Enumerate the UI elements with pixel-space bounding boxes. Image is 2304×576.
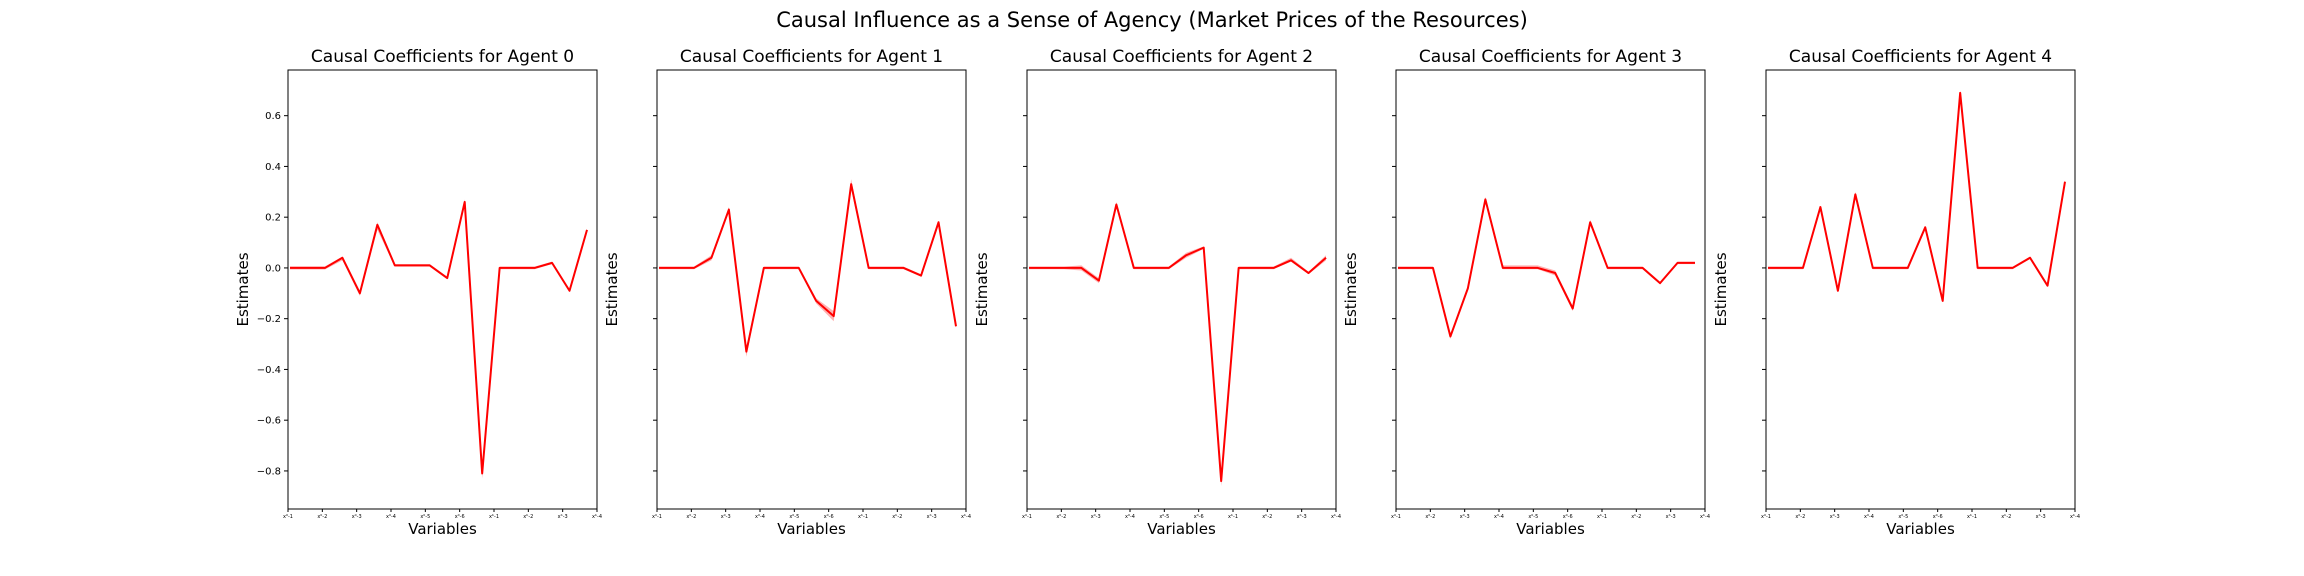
- y-tick-label: −0.4: [257, 365, 281, 376]
- x-tick-label: x⁰-1: [283, 514, 293, 520]
- series-line: [1398, 198, 1695, 338]
- x-tick-label: xᵇ-2: [2001, 514, 2011, 520]
- x-axis-label: Variables: [408, 520, 477, 538]
- x-tick-label: x⁰-4: [386, 514, 396, 520]
- x-tick-label: xᵇ-4: [1331, 514, 1341, 520]
- subplot-agent-1: Causal Coefficients for Agent 1 x⁰-1 x⁰-2 x…: [603, 47, 971, 538]
- y-axis-label: Estimates: [1342, 252, 1360, 326]
- x-tick-label: x⁰-2: [317, 514, 327, 520]
- subplot-grid: Causal Coefficients for Agent 0 0.6 0.4 0.2…: [234, 47, 2080, 538]
- subplot-agent-2: Causal Coefficients for Agent 2 x⁰-1 x⁰-2 x…: [973, 47, 1341, 538]
- subplot-agent-0: Causal Coefficients for Agent 0 0.6 0.4 0.2…: [234, 47, 602, 538]
- series-confidence-band: [659, 179, 956, 357]
- y-tick-label: −0.8: [257, 466, 281, 477]
- x-tick-label: x⁰-4: [1864, 514, 1874, 520]
- plot-frame: [1395, 69, 1706, 510]
- y-tick-label: −0.6: [257, 416, 281, 427]
- x-tick-label: x⁰-4: [755, 514, 765, 520]
- x-tick-label: x⁰-2: [1795, 514, 1805, 520]
- subplot-title: Causal Coefficients for Agent 3: [1419, 47, 1682, 67]
- y-tick-label: 0.2: [265, 213, 281, 224]
- x-tick-label: xᵇ-2: [1631, 514, 1641, 520]
- x-axis-label: Variables: [1147, 520, 1216, 538]
- x-tick-label: xᵇ-2: [1262, 514, 1272, 520]
- series-confidence-band: [1398, 196, 1695, 339]
- x-tick-label: x⁰-1: [1761, 514, 1771, 520]
- y-axis-label: Estimates: [1712, 252, 1730, 326]
- x-tick-label: x⁰-6: [824, 514, 834, 520]
- x-tick-label: x⁰-6: [1563, 514, 1573, 520]
- subplot-title: Causal Coefficients for Agent 0: [311, 47, 574, 67]
- x-tick-label: x⁰-1: [1391, 514, 1401, 520]
- plot-frame: [287, 69, 598, 510]
- x-tick-label: x⁰-1: [652, 514, 662, 520]
- x-tick-label: xᵇ-3: [2036, 514, 2046, 520]
- x-tick-label: x⁰-3: [1460, 514, 1470, 520]
- x-tick-label: xᵇ-3: [927, 514, 937, 520]
- x-tick-label: xᵇ-3: [1297, 514, 1307, 520]
- series-line: [659, 183, 957, 353]
- x-tick-label: x⁰-1: [1022, 514, 1032, 520]
- x-axis-label: Variables: [1886, 520, 1955, 538]
- x-tick-label: xᵇ-4: [961, 514, 971, 520]
- x-tick-label: x⁰-4: [1125, 514, 1135, 520]
- x-axis-label: Variables: [1516, 520, 1585, 538]
- x-tick-label: xᵇ-1: [1967, 514, 1977, 520]
- x-tick-label: x⁰-5: [1898, 514, 1908, 520]
- x-tick-label: x⁰-3: [1830, 514, 1840, 520]
- subplot-title: Causal Coefficients for Agent 4: [1789, 47, 2052, 67]
- x-tick-label: x⁰-3: [1091, 514, 1101, 520]
- x-tick-label: xᵇ-3: [1666, 514, 1676, 520]
- y-tick-label: 0.6: [265, 111, 281, 122]
- x-tick-label: x⁰-2: [1056, 514, 1066, 520]
- x-tick-label: xᵇ-2: [523, 514, 533, 520]
- x-tick-label: x⁰-5: [789, 514, 799, 520]
- x-tick-label: xᵇ-4: [592, 514, 602, 520]
- x-tick-label: x⁰-6: [1194, 514, 1204, 520]
- series-confidence-band: [1768, 90, 2065, 303]
- x-tick-label: x⁰-3: [721, 514, 731, 520]
- x-tick-label: x⁰-2: [1425, 514, 1435, 520]
- x-tick-label: x⁰-6: [455, 514, 465, 520]
- plot-frame: [1765, 69, 2076, 510]
- plot-frame: [1026, 69, 1337, 510]
- subplot-agent-4: Causal Coefficients for Agent 4 x⁰-1 x⁰-2 x…: [1712, 47, 2080, 538]
- x-tick-label: x⁰-5: [1528, 514, 1538, 520]
- x-tick-label: x⁰-5: [1159, 514, 1169, 520]
- series-confidence-band: [290, 199, 587, 479]
- y-axis-label: Estimates: [234, 252, 252, 326]
- x-tick-label: x⁰-5: [420, 514, 430, 520]
- x-tick-label: x⁰-6: [1933, 514, 1943, 520]
- x-tick-label: xᵇ-1: [1597, 514, 1607, 520]
- subplot-title: Causal Coefficients for Agent 2: [1050, 47, 1313, 67]
- x-tick-label: xᵇ-3: [558, 514, 568, 520]
- x-tick-label: x⁰-3: [352, 514, 362, 520]
- x-tick-label: x⁰-4: [1494, 514, 1504, 520]
- y-tick-label: 0.0: [265, 263, 281, 274]
- x-tick-label: x⁰-2: [686, 514, 696, 520]
- x-tick-label: xᵇ-1: [858, 514, 868, 520]
- x-tick-label: xᵇ-4: [2070, 514, 2080, 520]
- x-tick-label: xᵇ-2: [892, 514, 902, 520]
- series-line: [1768, 91, 2066, 302]
- y-tick-label: −0.2: [257, 314, 281, 325]
- x-tick-label: xᵇ-4: [1700, 514, 1710, 520]
- subplot-agent-3: Causal Coefficients for Agent 3 x⁰-1 x⁰-2 x…: [1342, 47, 1710, 538]
- series-line: [1029, 203, 1327, 483]
- subplot-title: Causal Coefficients for Agent 1: [680, 47, 943, 67]
- x-axis-label: Variables: [777, 520, 846, 538]
- y-axis-label: Estimates: [603, 252, 621, 326]
- y-axis-label: Estimates: [973, 252, 991, 326]
- x-tick-label: xᵇ-1: [489, 514, 499, 520]
- figure-title: Causal Influence as a Sense of Agency (M…: [776, 8, 1528, 32]
- y-tick-label: 0.4: [265, 162, 281, 173]
- series-line: [290, 200, 588, 475]
- x-tick-label: xᵇ-1: [1228, 514, 1238, 520]
- series-confidence-band: [1029, 201, 1326, 487]
- plot-frame: [656, 69, 967, 510]
